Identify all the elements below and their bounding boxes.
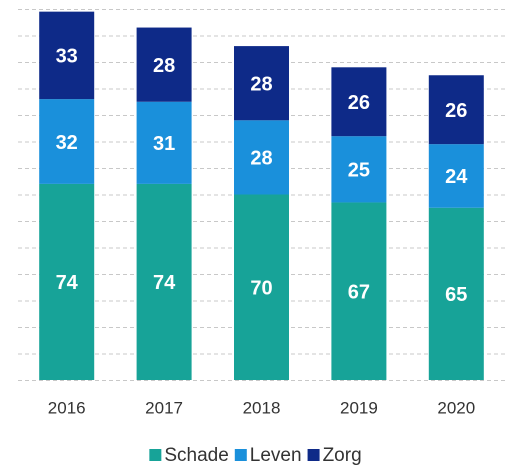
bar-segment	[331, 136, 387, 203]
bar-segment	[428, 207, 484, 380]
bar-segment	[234, 120, 289, 195]
data-label: 26	[445, 100, 467, 122]
bar-segment	[428, 75, 484, 145]
data-label: 28	[153, 55, 175, 77]
legend-swatch	[307, 449, 320, 461]
data-label: 32	[56, 132, 78, 154]
legend-label: Schade	[164, 445, 228, 466]
data-label: 28	[250, 73, 272, 95]
bar-segment	[428, 144, 484, 208]
legend-swatch	[234, 449, 247, 461]
bar-segment	[136, 27, 192, 102]
x-tick-label: 2020	[437, 398, 475, 417]
data-label: 74	[153, 272, 176, 294]
legend-label: Zorg	[323, 445, 362, 466]
bar-segment	[39, 11, 95, 100]
x-tick-label: 2018	[243, 398, 281, 417]
bar-segment	[331, 202, 387, 380]
data-label: 65	[445, 284, 467, 306]
legend-swatch	[149, 449, 162, 461]
bar-segment	[234, 194, 289, 380]
x-tick-label: 2016	[48, 398, 86, 417]
bar-segment	[39, 183, 95, 380]
legend-label: Leven	[250, 445, 302, 466]
data-label: 26	[348, 92, 370, 114]
data-label: 33	[56, 46, 78, 68]
bar-segment	[136, 101, 192, 184]
bar-segment	[39, 99, 95, 184]
bar-segment	[234, 46, 289, 121]
data-label: 74	[56, 272, 79, 294]
x-tick-label: 2017	[145, 398, 183, 417]
data-label: 70	[250, 278, 272, 300]
data-label: 67	[348, 282, 370, 304]
data-label: 24	[445, 166, 468, 188]
bar-segment	[331, 67, 387, 137]
data-label: 25	[348, 160, 370, 182]
data-label: 31	[153, 133, 175, 155]
data-label: 28	[250, 148, 272, 170]
x-tick-label: 2019	[340, 398, 378, 417]
bar-segment	[136, 183, 192, 380]
